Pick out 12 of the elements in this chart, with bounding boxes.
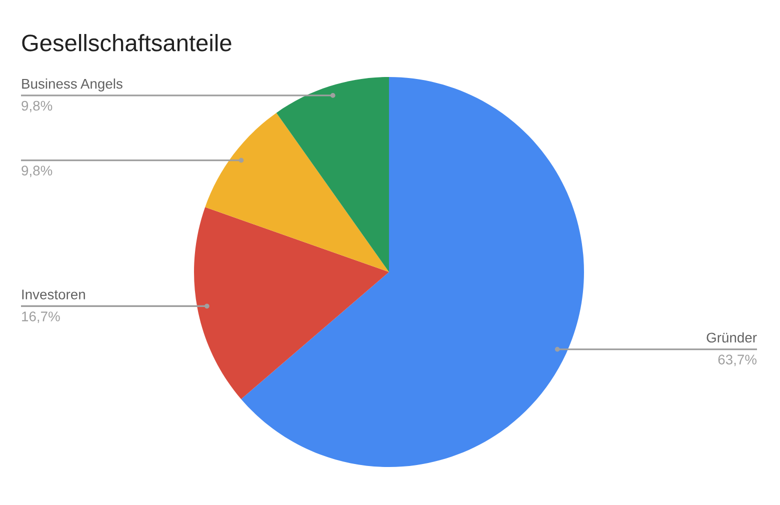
data-label: 9,8% xyxy=(22,166,52,178)
pie-slice xyxy=(276,77,389,272)
slice-label: Business Angels xyxy=(22,78,122,92)
pie-slice xyxy=(241,77,584,467)
slice-label: Gründer xyxy=(706,332,757,343)
pie-slice xyxy=(194,207,389,400)
data-label: 63,7% xyxy=(718,354,757,366)
slice-label: Investoren xyxy=(22,290,85,300)
data-label: 16,7% xyxy=(22,312,60,323)
pie-slice xyxy=(205,112,389,272)
chart-title: Gesellschaftsanteile xyxy=(22,34,232,52)
data-label: 9,8% xyxy=(22,100,52,112)
